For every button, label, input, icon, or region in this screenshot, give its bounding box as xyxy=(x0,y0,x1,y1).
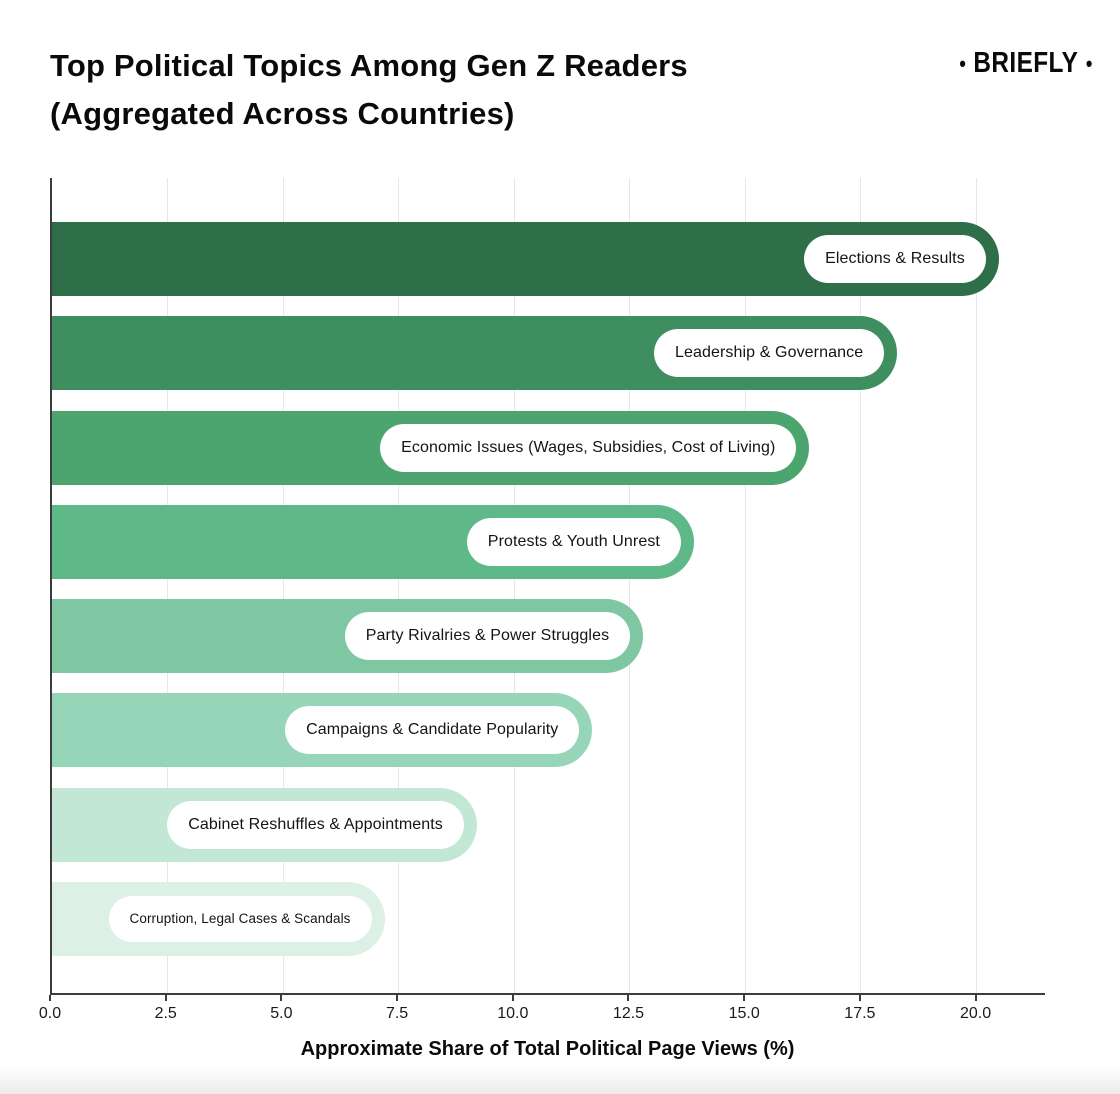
x-tick-label: 0.0 xyxy=(38,1005,62,1022)
x-axis-label: Approximate Share of Total Political Pag… xyxy=(300,1038,795,1060)
x-tick-mark xyxy=(164,995,167,1001)
chart-title-line1: Top Political Topics Among Gen Z Readers xyxy=(50,48,688,83)
bar: Economic Issues (Wages, Subsidies, Cost … xyxy=(52,410,810,485)
bar-row: Campaigns & Candidate Popularity xyxy=(52,693,1045,768)
gridline xyxy=(513,178,515,993)
bar: Party Rivalries & Power Struggles xyxy=(52,599,644,674)
bar-row: Protests & Youth Unrest xyxy=(52,504,1045,579)
x-tick-label: 7.5 xyxy=(385,1005,409,1022)
x-tick-mark xyxy=(396,995,399,1001)
bar: Leadership & Governance xyxy=(52,316,898,391)
x-axis-ticks: 0.0 2.5 5.0 7.5 10.0 12.5 15.0 17.5 20.0 xyxy=(39,995,1045,1035)
plot-area: Elections & Results Leadership & Governan… xyxy=(50,178,1045,995)
gridline xyxy=(975,178,977,993)
gridline xyxy=(629,178,631,993)
gridline xyxy=(282,178,284,993)
x-tick-mark xyxy=(627,995,630,1001)
bar-row: Elections & Results xyxy=(52,222,1045,296)
chart-title: Top Political Topics Among Gen Z Readers… xyxy=(50,42,688,138)
bar-row: Leadership & Governance xyxy=(52,316,1045,391)
bar: Cabinet Reshuffles & Appointments xyxy=(52,787,477,862)
logo-left-dot-icon: • xyxy=(959,50,966,76)
x-tick-label: 20.0 xyxy=(960,1005,992,1022)
gridline xyxy=(860,178,862,993)
x-tick-label: 5.0 xyxy=(270,1005,293,1022)
gridline xyxy=(744,178,746,993)
x-tick-label: 17.5 xyxy=(844,1005,876,1022)
x-tick-mark xyxy=(49,995,51,1001)
bar-label-pill: Cabinet Reshuffles & Appointments xyxy=(167,800,464,849)
bar-label-pill: Protests & Youth Unrest xyxy=(466,517,681,566)
bar-label-pill: Campaigns & Candidate Popularity xyxy=(285,706,580,755)
bar: Corruption, Legal Cases & Scandals xyxy=(52,881,385,956)
x-tick-mark xyxy=(974,995,977,1001)
bar-label-pill: Party Rivalries & Power Struggles xyxy=(344,612,631,661)
bar: Protests & Youth Unrest xyxy=(52,504,694,579)
bar: Campaigns & Candidate Popularity xyxy=(52,693,593,768)
x-tick-label: 12.5 xyxy=(612,1005,645,1022)
briefly-logo: • BRIEFLY • xyxy=(959,47,1092,80)
bar-row: Economic Issues (Wages, Subsidies, Cost … xyxy=(52,410,1045,485)
bar: Elections & Results xyxy=(52,222,999,296)
gridline xyxy=(398,178,400,993)
x-tick-label: 15.0 xyxy=(728,1005,760,1022)
x-tick-label: 10.0 xyxy=(497,1005,529,1022)
logo-right-dot-icon: • xyxy=(1085,50,1092,76)
bar-row: Corruption, Legal Cases & Scandals xyxy=(52,881,1045,956)
bar-label-pill: Leadership & Governance xyxy=(654,329,885,378)
x-tick-mark xyxy=(280,995,283,1001)
bar-label-pill: Corruption, Legal Cases & Scandals xyxy=(108,895,372,942)
bottom-fade-decoration xyxy=(0,1066,1120,1094)
x-tick-label: 2.5 xyxy=(154,1005,177,1022)
gridline xyxy=(167,178,169,993)
chart-title-line2: (Aggregated Across Countries) xyxy=(50,96,515,131)
bar-label-pill: Elections & Results xyxy=(804,235,986,283)
logo-wordmark: BRIEFLY xyxy=(973,47,1078,79)
bar-row: Cabinet Reshuffles & Appointments xyxy=(52,787,1045,862)
bar-row: Party Rivalries & Power Struggles xyxy=(52,599,1045,674)
bar-label-pill: Economic Issues (Wages, Subsidies, Cost … xyxy=(380,423,797,472)
bar-series: Elections & Results Leadership & Governan… xyxy=(52,178,1045,993)
x-tick-mark xyxy=(743,995,746,1001)
x-tick-mark xyxy=(858,995,861,1001)
x-tick-mark xyxy=(511,995,514,1001)
